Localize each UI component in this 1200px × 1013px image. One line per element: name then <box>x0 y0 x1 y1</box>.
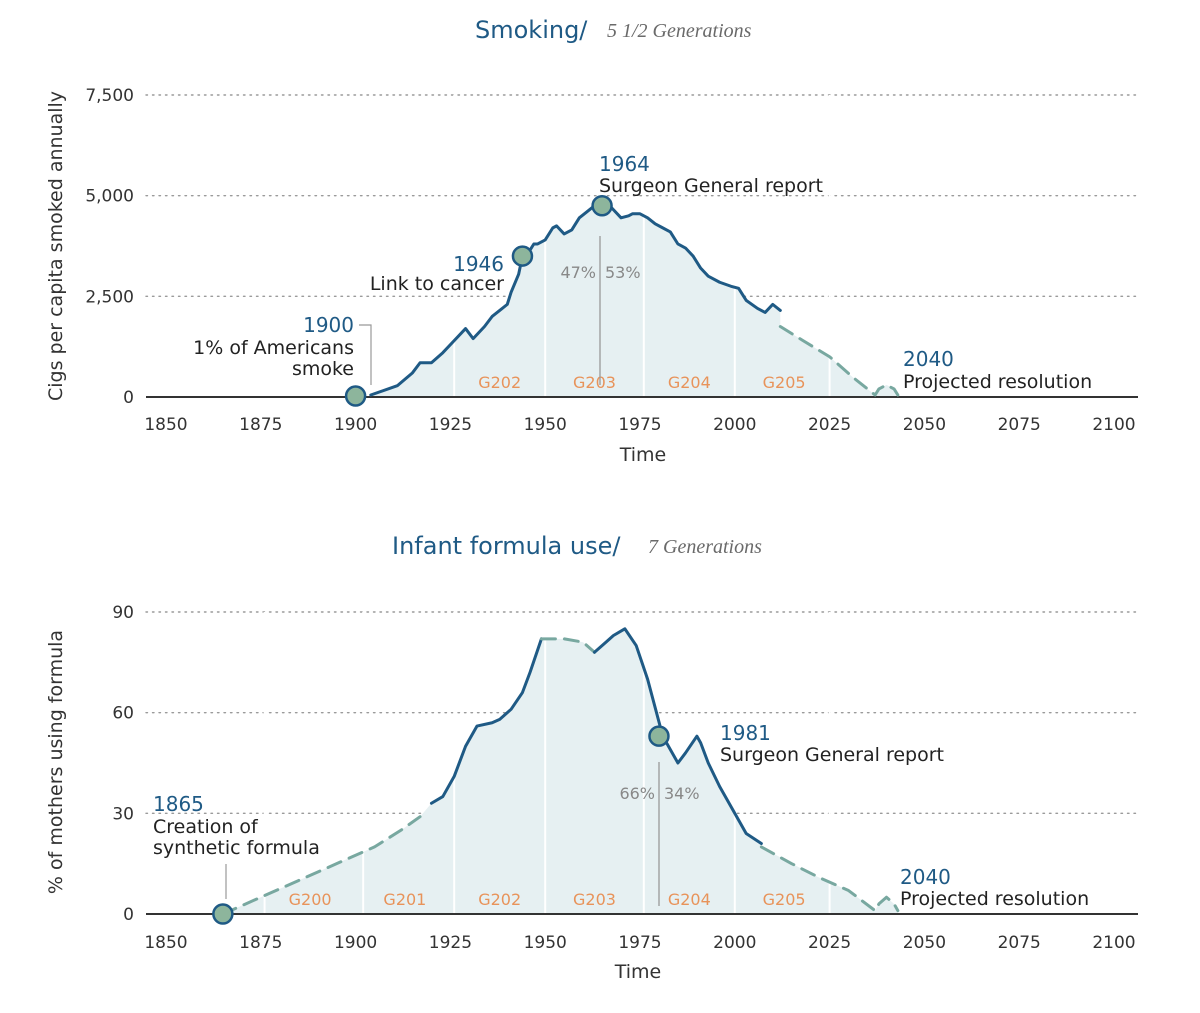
event-marker <box>212 903 234 925</box>
annotation-1865-text-line1: Creation of <box>153 816 259 838</box>
x-tick-label: 1900 <box>334 933 377 953</box>
formula-y-axis-label: % of mothers using formula <box>45 630 67 894</box>
smoking-split-right: 53% <box>605 263 641 282</box>
formula-title: Infant formula use/ <box>392 532 621 560</box>
x-tick-label: 1875 <box>239 415 282 435</box>
formula-x-axis-label: Time <box>614 961 662 983</box>
series-line <box>592 627 763 846</box>
x-tick-label: 2100 <box>1092 933 1135 953</box>
formula-chart: Infant formula use/ 7 Generations G200 G2… <box>45 532 1141 983</box>
formula-generation-dividers: G200 G201 G202 G203 G204 G205 <box>263 612 831 914</box>
x-tick-label: 2000 <box>713 415 756 435</box>
x-tick-label: 2050 <box>903 415 946 435</box>
y-tick-label: 90 <box>112 603 134 623</box>
y-tick-label: 2,500 <box>85 287 134 307</box>
y-tick-label: 0 <box>123 388 134 408</box>
smoking-markers <box>344 194 613 407</box>
y-tick-label: 7,500 <box>85 86 134 106</box>
generation-label: G201 <box>383 890 426 909</box>
annotation-1900-text-line2: smoke <box>292 358 354 380</box>
x-tick-label: 1975 <box>618 933 661 953</box>
x-tick-label: 2025 <box>808 415 851 435</box>
event-marker <box>648 725 670 747</box>
annotation-1946-text: Link to cancer <box>370 273 504 295</box>
generation-label: G205 <box>763 373 806 392</box>
generation-label: G203 <box>573 373 616 392</box>
formula-y-ticks: 0 30 60 90 <box>112 603 134 925</box>
formula-x-ticks: 1850 1875 1900 1925 1950 1975 2000 2025 2050 2075… <box>144 933 1135 953</box>
annotation-1981-year: 1981 <box>720 721 771 745</box>
generation-label: G205 <box>763 890 806 909</box>
projection-line <box>759 845 900 913</box>
generation-label: G202 <box>478 890 521 909</box>
annotation-2040b-year: 2040 <box>900 865 951 889</box>
projection-line <box>778 325 900 397</box>
y-tick-label: 60 <box>112 704 134 724</box>
x-tick-label: 2075 <box>998 933 1041 953</box>
formula-split-right: 34% <box>664 784 700 803</box>
generation-label: G200 <box>289 890 332 909</box>
area-fill <box>370 201 898 397</box>
smoking-x-ticks: 1850 1875 1900 1925 1950 1975 2000 2025 2050 2075… <box>144 415 1135 435</box>
projection-line <box>221 815 422 916</box>
area-fill <box>222 628 898 914</box>
x-tick-label: 2050 <box>903 933 946 953</box>
smoking-split-left: 47% <box>560 263 596 282</box>
x-tick-label: 1925 <box>429 415 472 435</box>
smoking-generation-dividers: G202 G203 G204 G205 <box>453 95 831 397</box>
annotation-1900-year: 1900 <box>303 313 354 337</box>
event-marker <box>511 245 534 267</box>
x-tick-label: 1925 <box>429 933 472 953</box>
event-marker <box>591 194 613 217</box>
annotation-2040-text: Projected resolution <box>903 371 1092 393</box>
formula-subtitle: 7 Generations <box>648 536 762 558</box>
x-tick-label: 1950 <box>524 933 567 953</box>
smoking-y-ticks: 0 2,500 5,000 7,500 <box>85 86 134 408</box>
generation-label: G202 <box>478 373 521 392</box>
x-tick-label: 1975 <box>618 415 661 435</box>
event-marker <box>344 385 367 407</box>
smoking-area-fill <box>370 201 898 397</box>
x-tick-label: 2075 <box>998 415 1041 435</box>
annotation-2040-year: 2040 <box>903 347 954 371</box>
annotation-1900-leader <box>359 324 372 385</box>
smoking-y-axis-label: Cigs per capita smoked annually <box>45 91 67 401</box>
smoking-series <box>369 200 900 397</box>
annotation-1964-year: 1964 <box>599 152 650 176</box>
x-tick-label: 1850 <box>144 415 187 435</box>
x-tick-label: 1875 <box>239 933 282 953</box>
annotation-1900-text-line1: 1% of Americans <box>193 337 354 359</box>
annotation-1981-text: Surgeon General report <box>720 744 944 766</box>
x-tick-label: 2100 <box>1092 415 1135 435</box>
y-tick-label: 30 <box>112 804 134 824</box>
x-tick-label: 1900 <box>334 415 377 435</box>
formula-area-fill <box>222 628 898 914</box>
formula-series <box>221 627 900 916</box>
y-tick-label: 0 <box>123 905 134 925</box>
x-tick-label: 1950 <box>524 415 567 435</box>
generation-label: G204 <box>668 373 711 392</box>
annotation-1964-text: Surgeon General report <box>599 175 823 197</box>
generation-label: G203 <box>573 890 616 909</box>
smoking-title: Smoking/ <box>475 16 588 44</box>
annotation-1865-text-line2: synthetic formula <box>153 837 320 859</box>
smoking-chart: Smoking/ 5 1/2 Generations G202 G203 G204 G… <box>45 16 1141 466</box>
x-tick-label: 2000 <box>713 933 756 953</box>
generation-label: G204 <box>668 890 711 909</box>
formula-split-left: 66% <box>619 784 655 803</box>
formula-markers <box>212 725 670 925</box>
y-tick-label: 5,000 <box>85 187 134 207</box>
smoking-x-axis-label: Time <box>619 444 667 466</box>
x-tick-label: 2025 <box>808 933 851 953</box>
smoking-subtitle: 5 1/2 Generations <box>607 20 752 42</box>
series-line <box>369 200 782 397</box>
series-line <box>429 637 543 805</box>
annotation-2040b-text: Projected resolution <box>900 888 1089 910</box>
annotation-1865-year: 1865 <box>153 792 204 816</box>
annotation-1946-year: 1946 <box>453 252 504 276</box>
x-tick-label: 1850 <box>144 933 187 953</box>
projection-line <box>539 637 596 654</box>
